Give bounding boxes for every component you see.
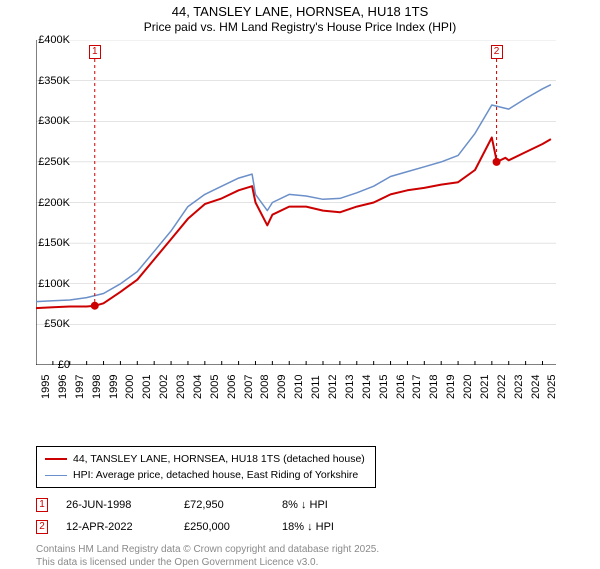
y-tick-label: £150K — [38, 237, 70, 249]
legend-label: HPI: Average price, detached house, East… — [73, 469, 358, 481]
x-tick-label: 2009 — [276, 375, 288, 399]
sale-marker-2: 2 — [491, 45, 503, 59]
sales-table: 1 26-JUN-1998 £72,950 8% ↓ HPI 2 12-APR-2022 £… — [36, 494, 600, 538]
x-tick-label: 2014 — [361, 375, 373, 399]
x-tick-label: 2019 — [445, 375, 457, 399]
x-tick-label: 2017 — [411, 375, 423, 399]
y-tick-label: £250K — [38, 156, 70, 168]
x-tick-label: 2022 — [496, 375, 508, 399]
sale-price: £250,000 — [184, 521, 264, 533]
legend-row: 44, TANSLEY LANE, HORNSEA, HU18 1TS (det… — [45, 451, 367, 467]
y-tick-label: £0 — [58, 359, 70, 371]
sale-date: 26-JUN-1998 — [66, 499, 166, 511]
x-tick-label: 2012 — [327, 375, 339, 399]
x-tick-label: 1996 — [57, 375, 69, 399]
x-tick-label: 2025 — [546, 375, 558, 399]
sale-row: 2 12-APR-2022 £250,000 18% ↓ HPI — [36, 516, 600, 538]
page-title-sub: Price paid vs. HM Land Registry's House … — [0, 20, 600, 34]
x-tick-label: 2008 — [259, 375, 271, 399]
x-tick-label: 2021 — [479, 375, 491, 399]
x-tick-label: 1999 — [108, 375, 120, 399]
x-tick-label: 1995 — [40, 375, 52, 399]
x-tick-label: 2024 — [530, 375, 542, 399]
x-tick-label: 2002 — [158, 375, 170, 399]
x-tick-label: 2003 — [175, 375, 187, 399]
x-tick-label: 2015 — [378, 375, 390, 399]
x-tick-label: 1998 — [91, 375, 103, 399]
sale-row-marker: 1 — [36, 498, 48, 512]
x-tick-label: 2010 — [293, 375, 305, 399]
sale-marker-1: 1 — [89, 45, 101, 59]
x-tick-label: 2001 — [141, 375, 153, 399]
x-tick-label: 2004 — [192, 375, 204, 399]
y-tick-label: £50K — [44, 318, 70, 330]
y-tick-label: £200K — [38, 197, 70, 209]
x-tick-label: 2023 — [513, 375, 525, 399]
legend-swatch — [45, 458, 67, 460]
legend-swatch — [45, 475, 67, 476]
x-tick-label: 2016 — [395, 375, 407, 399]
x-tick-label: 2020 — [462, 375, 474, 399]
sale-diff: 8% ↓ HPI — [282, 499, 382, 511]
line-chart — [36, 40, 556, 365]
sale-diff: 18% ↓ HPI — [282, 521, 382, 533]
y-tick-label: £100K — [38, 278, 70, 290]
legend-row: HPI: Average price, detached house, East… — [45, 467, 367, 483]
x-tick-label: 2018 — [428, 375, 440, 399]
y-tick-label: £350K — [38, 75, 70, 87]
x-tick-label: 2013 — [344, 375, 356, 399]
sale-date: 12-APR-2022 — [66, 521, 166, 533]
legend: 44, TANSLEY LANE, HORNSEA, HU18 1TS (det… — [36, 446, 376, 488]
footer-attribution: Contains HM Land Registry data © Crown c… — [36, 544, 600, 569]
legend-label: 44, TANSLEY LANE, HORNSEA, HU18 1TS (det… — [73, 453, 365, 465]
x-tick-label: 2005 — [209, 375, 221, 399]
y-tick-label: £400K — [38, 34, 70, 46]
footer-line-1: Contains HM Land Registry data © Crown c… — [36, 544, 600, 557]
x-tick-label: 2000 — [124, 375, 136, 399]
page-title-address: 44, TANSLEY LANE, HORNSEA, HU18 1TS — [0, 4, 600, 19]
x-tick-label: 2006 — [226, 375, 238, 399]
x-tick-label: 1997 — [74, 375, 86, 399]
y-tick-label: £300K — [38, 115, 70, 127]
sale-row: 1 26-JUN-1998 £72,950 8% ↓ HPI — [36, 494, 600, 516]
sale-row-marker: 2 — [36, 520, 48, 534]
footer-line-2: This data is licensed under the Open Gov… — [36, 557, 600, 569]
chart-area: 12£0£50K£100K£150K£200K£250K£300K£350K£4… — [36, 40, 596, 410]
x-tick-label: 2011 — [310, 375, 322, 399]
sale-price: £72,950 — [184, 499, 264, 511]
x-tick-label: 2007 — [243, 375, 255, 399]
